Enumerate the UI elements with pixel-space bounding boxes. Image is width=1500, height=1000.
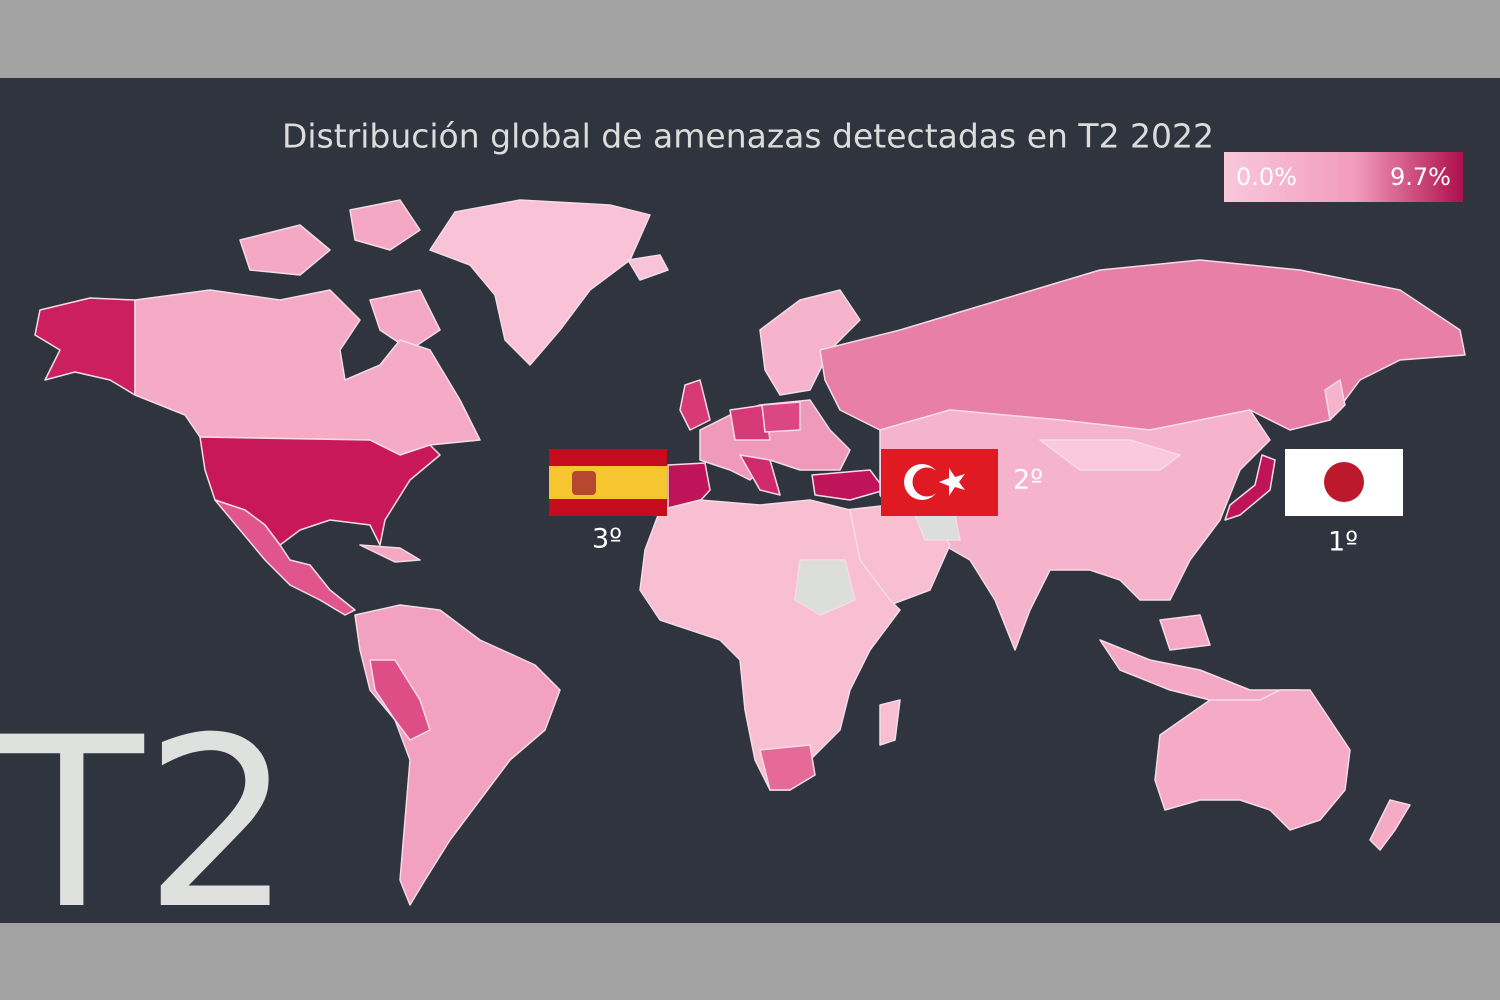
country [214, 499, 356, 616]
rank-label: 3º [592, 524, 622, 555]
flag-turkey [881, 449, 998, 516]
legend-min-label: 0.0% [1236, 163, 1297, 191]
country [349, 199, 421, 251]
country [811, 469, 886, 501]
world-map [34, 199, 1466, 906]
country [761, 401, 801, 433]
flag-star [939, 468, 965, 496]
country [794, 559, 856, 616]
legend-gradient [1224, 152, 1463, 202]
watermark: T2 [0, 688, 293, 961]
country [1369, 799, 1411, 851]
legend: 0.0% 9.7% [1224, 152, 1463, 202]
flag-crescent-cut [912, 467, 942, 497]
country [369, 289, 441, 351]
flag-disc [1324, 462, 1364, 502]
country [359, 544, 421, 563]
country [1224, 454, 1276, 521]
country [369, 659, 431, 741]
country [34, 297, 136, 396]
rank-label: 1º [1328, 527, 1358, 558]
flag-spain [549, 449, 667, 516]
country [1154, 689, 1351, 831]
rank-label: 2º [1013, 465, 1043, 496]
map-title: Distribución global de amenazas detectad… [282, 117, 1214, 156]
legend-max-label: 9.7% [1390, 163, 1451, 191]
country [429, 199, 651, 366]
country [1324, 379, 1346, 421]
flag-japan [1285, 449, 1403, 516]
country [879, 699, 901, 746]
top-band [0, 0, 1500, 78]
country [1159, 614, 1211, 651]
flag-stripe [549, 466, 667, 499]
country [239, 224, 331, 276]
country [679, 379, 711, 431]
country [759, 744, 816, 791]
country [627, 254, 669, 281]
country [1039, 439, 1181, 471]
country [729, 404, 771, 441]
flag-emblem [572, 471, 596, 495]
country [739, 454, 781, 496]
bottom-band [0, 923, 1500, 1000]
